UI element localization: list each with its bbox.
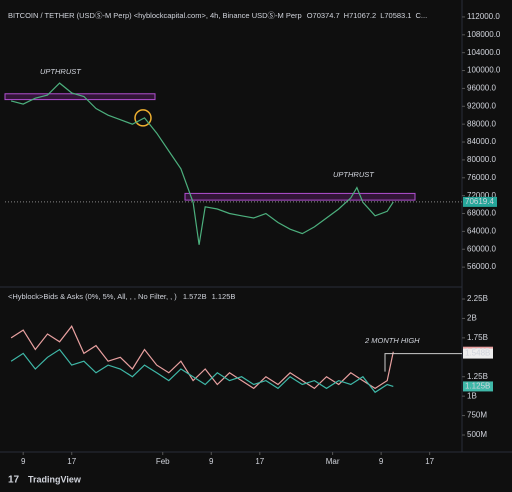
supply-zone [184, 192, 416, 201]
y-tick-label: 72000.0 [467, 191, 496, 200]
y-tick-label: 56000.0 [467, 262, 496, 271]
ohlc-value: L70583.1 [380, 11, 411, 20]
y-tick-label: 80000.0 [467, 155, 496, 164]
y-tick-label: 60000.0 [467, 244, 496, 253]
annotation: 2 MONTH HIGH [364, 336, 420, 345]
y-tick-label: 1B [467, 391, 477, 400]
x-tick-label: 17 [67, 457, 76, 466]
y-tick-label: 76000.0 [467, 173, 496, 182]
x-tick-label: 9 [209, 457, 214, 466]
y-tick-label: 92000.0 [467, 101, 496, 110]
indicator-title: <Hyblock>Bids & Asks (0%, 5%, All, , , N… [8, 292, 177, 301]
series-line [10, 348, 394, 394]
logo-icon: 17 [8, 475, 20, 486]
y-tick-label: 2B [467, 314, 477, 323]
last-value-box [463, 381, 493, 392]
highlight-circle [134, 109, 152, 127]
indicator-value: 1.572B [183, 292, 207, 301]
annotation: UPTHRUST [333, 170, 375, 179]
indicator-value: 1.125B [212, 292, 236, 301]
last-price-box [463, 196, 497, 207]
y-tick-label: 68000.0 [467, 209, 496, 218]
series-line [10, 325, 394, 390]
line-value-box [463, 348, 493, 359]
annotation-line [384, 353, 462, 372]
chart-title: BITCOIN / TETHER (USDⓈ-M Perp) <hyblockc… [8, 11, 302, 20]
x-tick-label: Mar [326, 457, 340, 466]
y-tick-label: 96000.0 [467, 84, 496, 93]
y-tick-label: 84000.0 [467, 137, 496, 146]
y-tick-label: 88000.0 [467, 119, 496, 128]
y-tick-label: 1.75B [467, 333, 488, 342]
ohlc-value: O70374.7 [307, 11, 340, 20]
x-tick-label: 9 [379, 457, 384, 466]
y-tick-label: 104000.0 [467, 48, 501, 57]
x-tick-label: 9 [21, 457, 26, 466]
annotation: UPTHRUST [40, 67, 82, 76]
y-tick-label: 2.25B [467, 294, 488, 303]
y-tick-label: 112000.0 [467, 12, 500, 21]
ohlc-value: C... [415, 11, 427, 20]
x-tick-label: Feb [156, 457, 170, 466]
supply-zone [4, 93, 156, 101]
y-tick-label: 1.25B [467, 372, 488, 381]
y-tick-label: 100000.0 [467, 66, 501, 75]
y-tick-label: 750M [467, 411, 487, 420]
series-line [10, 82, 394, 245]
line-value-label: 1.548B [465, 349, 490, 358]
footer-logo: TradingView [28, 474, 82, 484]
last-price-label: 70619.4 [465, 197, 494, 206]
y-tick-label: 108000.0 [467, 30, 501, 39]
y-tick-label: 64000.0 [467, 226, 496, 235]
ohlc-value: H71067.2 [344, 11, 377, 20]
y-tick-label: 500M [467, 430, 487, 439]
x-tick-label: 17 [255, 457, 264, 466]
last-value-label: 1.125B [465, 382, 490, 391]
x-tick-label: 17 [425, 457, 434, 466]
